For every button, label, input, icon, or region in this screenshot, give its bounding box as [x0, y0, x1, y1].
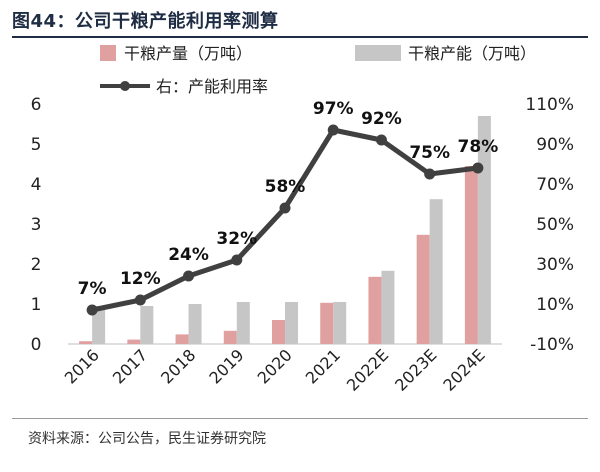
legend-swatch-output: [100, 45, 116, 61]
bar-capacity: [285, 302, 298, 344]
utilization-data-label: 32%: [216, 229, 257, 249]
legend-label-capacity: 干粮产能（万吨）: [408, 44, 536, 63]
y-left-tick-label: 2: [31, 255, 42, 275]
y-right-tick-label: 30%: [536, 255, 574, 275]
utilization-data-label: 97%: [313, 99, 354, 119]
x-tick-label: 2021: [302, 345, 344, 387]
bar-capacity: [381, 270, 395, 344]
utilization-data-label: 92%: [361, 109, 402, 129]
bar-capacity: [236, 302, 250, 344]
x-tick-label: 2017: [109, 345, 151, 387]
source-note: 资料来源：公司公告，民生证券研究院: [28, 431, 266, 447]
utilization-data-label: 12%: [120, 269, 161, 289]
y-right-tick-label: 50%: [536, 215, 574, 235]
y-left-tick-label: 4: [31, 175, 42, 195]
x-tick-label: 2023E: [391, 345, 440, 394]
legend-label-output: 干粮产量（万吨）: [124, 44, 252, 63]
chart-title: 图44：公司干粮产能利用率测算: [12, 11, 279, 32]
bar-output: [320, 302, 334, 344]
utilization-data-label: 7%: [78, 279, 107, 299]
utilization-point: [327, 124, 339, 136]
title-divider: [12, 36, 588, 38]
y-left-tick-label: 3: [31, 215, 42, 235]
y-right-tick-label: 90%: [536, 135, 574, 155]
utilization-line: 7% 12% 24% 32% 58% 97% 92% 75% 78%: [78, 99, 499, 316]
utilization-data-label: 58%: [265, 177, 306, 197]
bar-output: [175, 334, 189, 344]
x-tick-label: 2019: [205, 345, 247, 387]
utilization-point: [86, 304, 98, 316]
utilization-point: [183, 270, 195, 282]
y-left-tick-label: 6: [31, 95, 42, 115]
bar-capacity: [429, 199, 443, 344]
bar-capacity: [477, 116, 491, 344]
bar-capacity: [92, 306, 106, 344]
utilization-point: [231, 254, 243, 266]
bar-output: [127, 339, 141, 344]
utilization-point: [472, 162, 484, 174]
utilization-point: [279, 202, 291, 214]
bar-output: [223, 330, 237, 344]
legend-swatch-capacity: [355, 45, 401, 61]
x-tick-label: 2016: [61, 345, 103, 387]
utilization-point: [134, 294, 146, 306]
x-tick-label: 2020: [254, 345, 296, 387]
x-tick-label: 2022E: [343, 345, 392, 394]
y-right-tick-label: 110%: [525, 95, 574, 115]
x-tick-label: 2024E: [439, 345, 488, 394]
bar-capacity: [333, 302, 347, 344]
x-tick-label: 2018: [157, 345, 199, 387]
bar-output: [79, 341, 93, 344]
utilization-data-label: 24%: [168, 245, 209, 265]
utilization-point: [375, 134, 387, 146]
utilization-data-label: 78%: [458, 137, 499, 157]
utilization-chart: 干粮产量（万吨） 干粮产能（万吨） 右：产能利用率 0 1 2 3 4 5 6 -10% 10%…: [31, 44, 574, 395]
bars: [79, 116, 491, 344]
bar-output: [416, 234, 430, 344]
bar-output: [464, 166, 478, 344]
legend-label-utilization: 右：产能利用率: [156, 77, 268, 96]
legend-marker-utilization: [120, 81, 130, 91]
source-divider: [12, 418, 588, 419]
y-right-tick-label: -10%: [530, 335, 574, 355]
bar-output: [368, 276, 382, 344]
y-left-tick-label: 0: [31, 335, 42, 355]
legend: 干粮产量（万吨） 干粮产能（万吨） 右：产能利用率: [100, 44, 536, 96]
y-right-tick-label: 10%: [536, 295, 574, 315]
utilization-data-label: 75%: [409, 143, 450, 163]
y-left-tick-label: 1: [31, 295, 42, 315]
utilization-point: [424, 168, 436, 180]
axes: 0 1 2 3 4 5 6 -10% 10% 30% 50% 70% 90% 110%: [31, 95, 574, 355]
bar-capacity: [140, 306, 154, 344]
y-right-tick-label: 70%: [536, 175, 574, 195]
y-left-tick-label: 5: [31, 135, 42, 155]
bar-capacity: [188, 304, 202, 344]
bar-output: [272, 320, 285, 344]
